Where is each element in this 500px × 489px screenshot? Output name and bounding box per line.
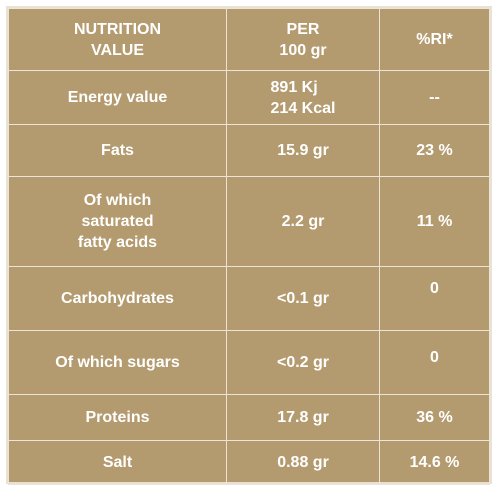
row-ri-value: -- <box>379 70 490 125</box>
row-per-text: 891 Kj 214 Kcal <box>270 78 336 117</box>
header-nutrition-text: NUTRITION VALUE <box>73 20 162 59</box>
row-per-value: 15.9 gr <box>226 124 380 177</box>
row-ri-text: 0 <box>430 280 439 297</box>
table-row: Energy value 891 Kj 214 Kcal -- <box>8 70 490 125</box>
row-label: Carbohydrates <box>8 266 227 331</box>
row-per-text: 0.88 gr <box>277 454 329 471</box>
row-ri-value: 36 % <box>379 394 490 441</box>
row-ri-value: 14.6 % <box>379 440 490 485</box>
row-ri-text: 23 % <box>416 142 453 159</box>
row-ri-value: 23 % <box>379 124 490 177</box>
row-per-text: 17.8 gr <box>277 409 329 426</box>
row-label-text: Proteins <box>85 409 150 426</box>
header-ri: %RI* <box>379 8 490 71</box>
table-row: Fats 15.9 gr 23 % <box>8 124 490 177</box>
row-label-text: Of which saturated fatty acids <box>77 192 158 251</box>
nutrition-table: NUTRITION VALUE PER 100 gr %RI* Energy v… <box>8 8 490 485</box>
header-per-100gr: PER 100 gr <box>226 8 380 71</box>
row-per-text: 2.2 gr <box>281 213 325 230</box>
header-ri-text: %RI* <box>416 31 453 48</box>
header-nutrition-value: NUTRITION VALUE <box>8 8 227 71</box>
table-row: Of which sugars <0.2 gr 0 <box>8 330 490 395</box>
row-label: Energy value <box>8 70 227 125</box>
row-per-value: 2.2 gr <box>226 176 380 267</box>
header-per-text: PER 100 gr <box>279 20 327 59</box>
row-label-text: Fats <box>101 142 134 159</box>
row-label: Of which saturated fatty acids <box>8 176 227 267</box>
row-label-text: Salt <box>102 454 133 471</box>
table-header-row: NUTRITION VALUE PER 100 gr %RI* <box>8 8 490 71</box>
table-row: Proteins 17.8 gr 36 % <box>8 394 490 441</box>
row-ri-text: 0 <box>430 349 439 366</box>
row-label: Proteins <box>8 394 227 441</box>
table-row: Salt 0.88 gr 14.6 % <box>8 440 490 485</box>
row-label-text: Of which sugars <box>55 354 180 371</box>
row-per-value: 891 Kj 214 Kcal <box>226 70 380 125</box>
row-per-value: 0.88 gr <box>226 440 380 485</box>
row-ri-text: 14.6 % <box>409 454 460 471</box>
nutrition-table-frame: NUTRITION VALUE PER 100 gr %RI* Energy v… <box>6 6 492 485</box>
row-per-text: <0.1 gr <box>276 290 330 307</box>
table-row: Carbohydrates <0.1 gr 0 <box>8 266 490 331</box>
row-label: Fats <box>8 124 227 177</box>
row-ri-value: 0 <box>379 266 490 331</box>
row-label: Of which sugars <box>8 330 227 395</box>
table-row: Of which saturated fatty acids 2.2 gr 11… <box>8 176 490 267</box>
row-label: Salt <box>8 440 227 485</box>
row-ri-text: -- <box>429 89 440 106</box>
row-ri-text: 11 % <box>416 213 453 230</box>
row-per-value: <0.2 gr <box>226 330 380 395</box>
row-ri-value: 11 % <box>379 176 490 267</box>
row-per-text: <0.2 gr <box>276 354 330 371</box>
row-per-text: 15.9 gr <box>277 142 329 159</box>
row-ri-value: 0 <box>379 330 490 395</box>
row-label-text: Carbohydrates <box>61 290 174 307</box>
row-ri-text: 36 % <box>416 409 453 426</box>
row-per-value: <0.1 gr <box>226 266 380 331</box>
row-per-value: 17.8 gr <box>226 394 380 441</box>
row-label-text: Energy value <box>67 89 168 106</box>
